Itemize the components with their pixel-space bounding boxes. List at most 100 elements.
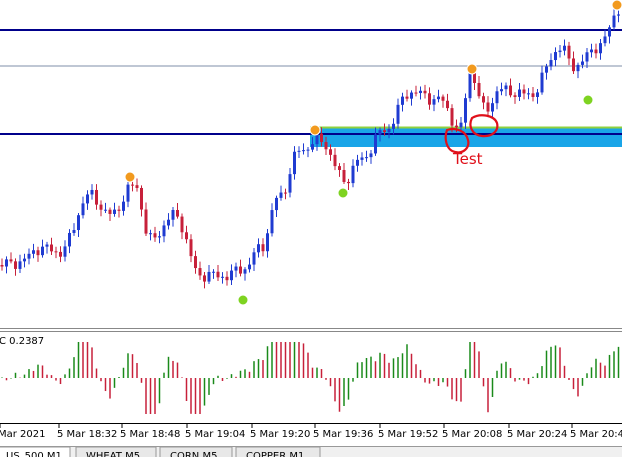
tab-label[interactable]: WHEAT,M5 <box>86 451 140 457</box>
time-label: 5 Mar 19:20 <box>250 429 310 440</box>
candle-body <box>396 104 400 124</box>
candle-body <box>513 95 517 97</box>
candle-body <box>437 96 440 100</box>
candle-body <box>482 96 485 103</box>
candle-body <box>32 250 35 254</box>
candle-body <box>441 96 445 101</box>
candle-body <box>189 239 193 257</box>
candle-body <box>198 268 202 276</box>
candle-body <box>576 64 580 72</box>
candle-body <box>194 256 197 269</box>
candle-body <box>608 27 611 37</box>
candle-body <box>180 216 184 233</box>
candle-body <box>77 215 80 231</box>
candle-body <box>185 232 188 240</box>
candle-body <box>207 271 211 282</box>
candle-body <box>585 52 589 62</box>
candle-body <box>45 244 49 247</box>
candle-body <box>135 185 139 188</box>
candle-body <box>153 233 157 238</box>
candle-body <box>360 157 364 160</box>
candle-body <box>599 43 602 54</box>
candle-body <box>23 258 26 262</box>
time-label: 5 Mar 20:24 <box>507 429 567 440</box>
circle-mark <box>444 127 470 154</box>
candles <box>0 8 620 289</box>
candle-body <box>594 49 598 54</box>
candle-body <box>90 189 94 195</box>
indicator-label: C 0.2387 <box>0 336 44 347</box>
candle-body <box>9 259 13 262</box>
candle-body <box>293 151 296 175</box>
candle-body <box>342 169 346 182</box>
candle-body <box>0 265 4 267</box>
candle-body <box>239 266 242 274</box>
tab-label[interactable]: US_500,M1 <box>6 451 62 457</box>
tab-label[interactable]: CORN,M5 <box>170 451 217 457</box>
candle-body <box>333 154 337 167</box>
tab[interactable] <box>0 446 71 457</box>
candle-body <box>167 219 170 226</box>
candle-body <box>527 93 530 95</box>
candle-body <box>302 150 305 152</box>
candle-body <box>216 271 220 278</box>
candle-body <box>387 128 391 133</box>
candle-body <box>536 92 539 97</box>
candle-body <box>455 125 458 128</box>
candle-body <box>311 144 314 150</box>
candle-body <box>221 276 224 278</box>
candle-body <box>113 209 116 214</box>
candle-body <box>72 230 76 233</box>
time-label: 5 Mar 20:08 <box>442 429 502 440</box>
candle-body <box>257 244 260 253</box>
fractal-icon <box>611 0 622 11</box>
candle-body <box>581 61 584 65</box>
candle-body <box>68 232 71 247</box>
tab[interactable] <box>159 446 233 457</box>
tab-label[interactable]: COPPER,M1 <box>246 451 304 457</box>
candle-body <box>99 204 103 210</box>
candle-body <box>473 73 476 83</box>
candle-body <box>446 100 449 109</box>
candle-body <box>617 14 620 16</box>
candle-body <box>126 184 130 202</box>
tab[interactable] <box>235 446 321 457</box>
candle-body <box>171 209 175 220</box>
candle-body <box>18 261 22 269</box>
candle-body <box>464 98 467 123</box>
tab[interactable] <box>75 446 157 457</box>
candle-body <box>410 92 413 99</box>
candle-body <box>383 130 386 133</box>
candle-body <box>230 270 233 281</box>
candle-body <box>338 166 341 170</box>
candle-body <box>27 253 31 259</box>
candle-body <box>140 187 143 210</box>
candle-body <box>158 236 161 238</box>
candle-body <box>549 60 553 67</box>
candle-body <box>554 52 557 61</box>
accelerator-histogram <box>1 342 620 414</box>
candle-body <box>392 123 395 129</box>
candle-body <box>500 89 503 92</box>
fractal-icon <box>466 63 478 75</box>
candle-body <box>95 189 98 205</box>
candle-body <box>558 50 562 53</box>
candle-body <box>261 244 265 252</box>
candle-body <box>603 36 607 44</box>
candle-body <box>356 159 359 166</box>
candle-body <box>81 203 85 216</box>
candle-body <box>225 276 229 281</box>
candle-body <box>59 251 62 257</box>
candle-body <box>563 45 566 51</box>
time-label: 5 Mar 18:32 <box>57 429 117 440</box>
candle-body <box>432 99 436 105</box>
candle-body <box>266 233 269 252</box>
candle-body <box>612 15 616 28</box>
candle-body <box>459 122 463 128</box>
candle-body <box>243 269 247 274</box>
fractal-icon <box>582 94 594 106</box>
candle-body <box>297 150 301 152</box>
candle-body <box>423 90 427 94</box>
